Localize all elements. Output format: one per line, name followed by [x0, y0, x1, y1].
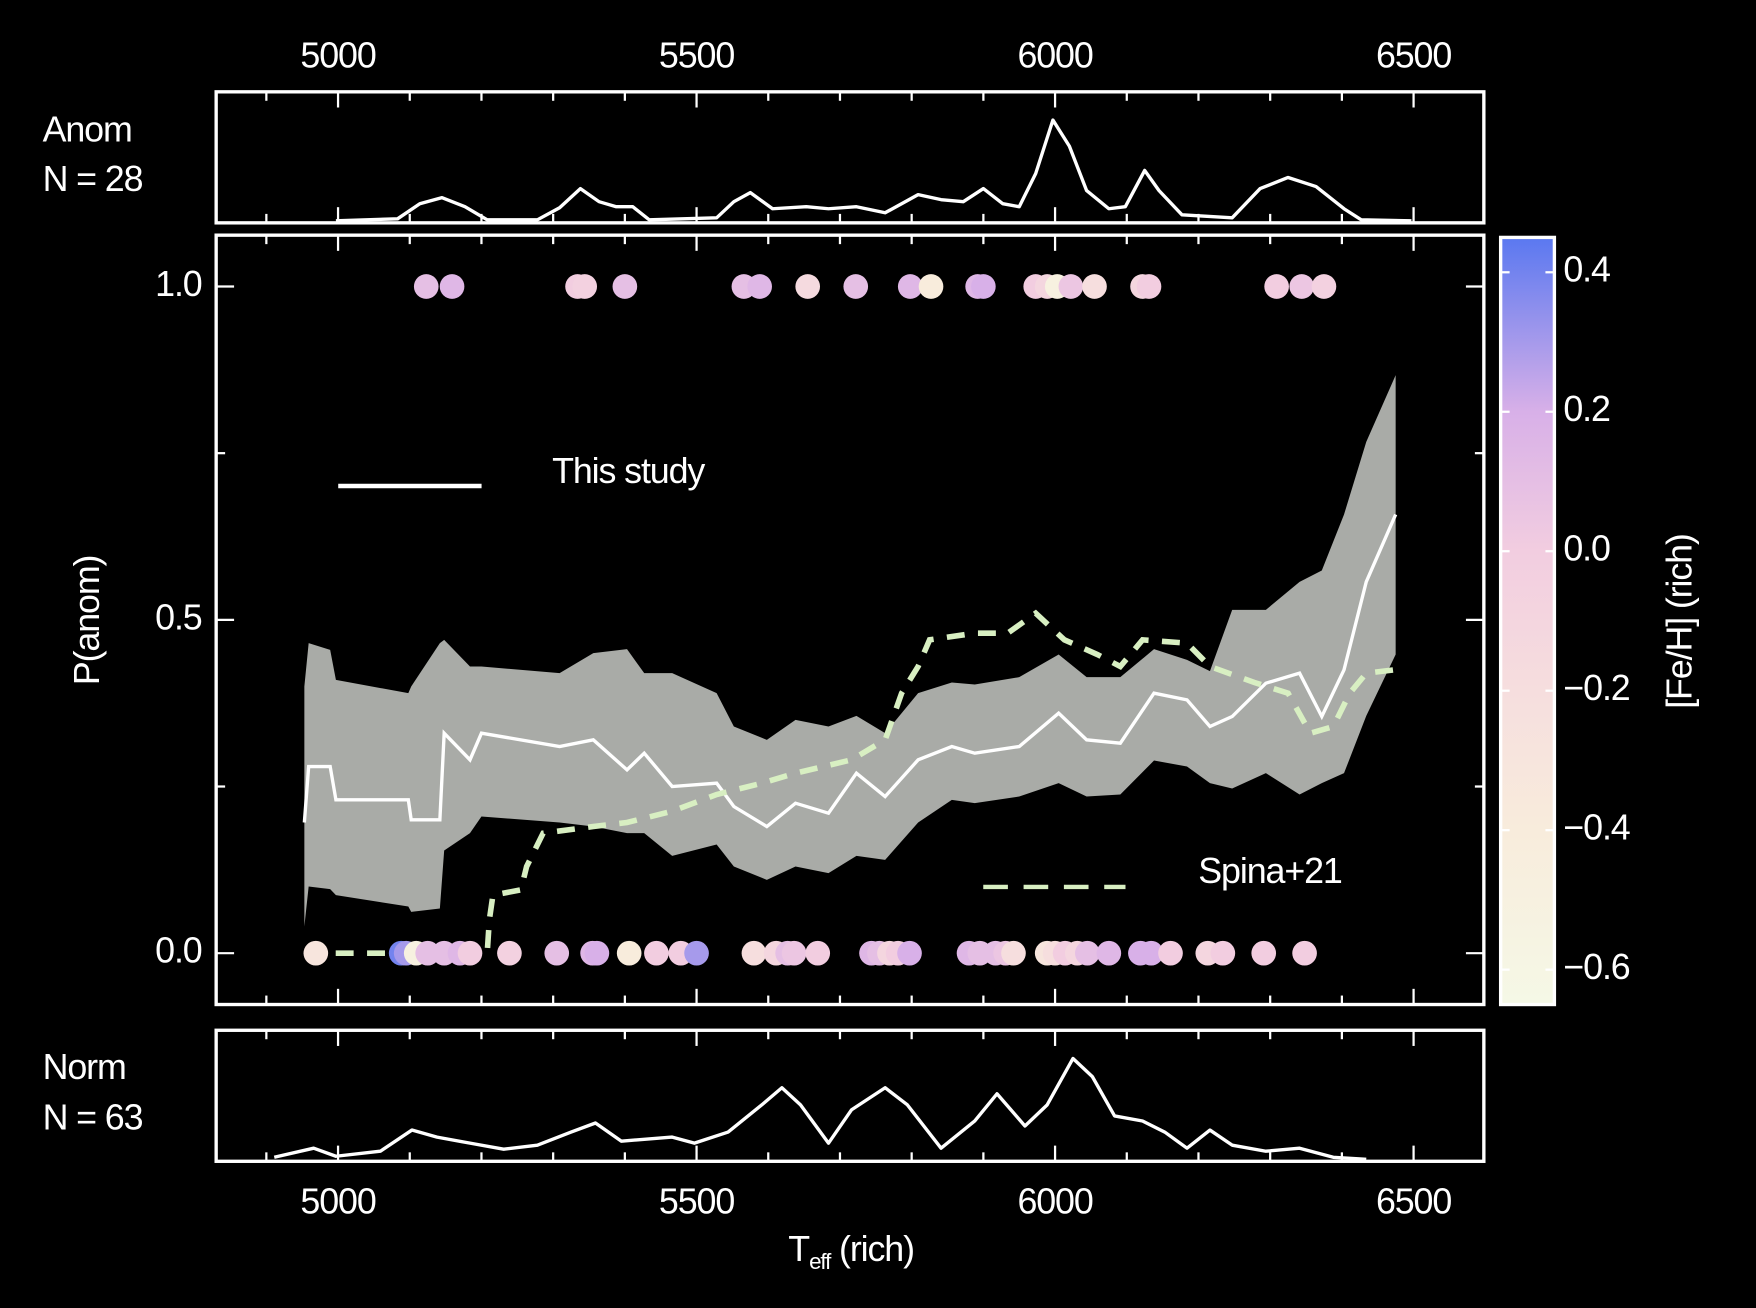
data-point	[572, 274, 598, 299]
data-point	[843, 274, 869, 299]
colorbar-tick-label: 0.2	[1563, 389, 1610, 429]
x-tick-label: 5500	[659, 36, 734, 76]
data-point	[1136, 274, 1162, 299]
colorbar-tick-label: −0.6	[1563, 947, 1629, 987]
data-point	[918, 274, 944, 299]
data-point	[1158, 940, 1183, 966]
series-line	[302, 513, 1398, 829]
colorbar	[1498, 235, 1557, 1007]
data-point	[1311, 274, 1337, 299]
colorbar-label: [Fe/H] (rich)	[1660, 534, 1700, 709]
data-point	[457, 940, 483, 966]
x-axis-label-sub: eff	[809, 1249, 832, 1274]
x-tick-label: 6500	[1376, 36, 1451, 76]
data-point	[544, 940, 570, 966]
data-point	[1058, 274, 1084, 299]
y-tick-label: 0.5	[155, 597, 202, 637]
x-tick-label: 6000	[1017, 1181, 1092, 1221]
uncertainty-band	[304, 375, 1396, 927]
data-point	[897, 940, 922, 966]
x-axis-label-main: T	[788, 1229, 810, 1269]
axes-frame	[214, 1028, 1486, 1163]
x-tick-label: 6500	[1376, 1181, 1451, 1221]
y-axis-label: P(anom)	[67, 556, 107, 686]
panel-label: N = 28	[43, 159, 143, 199]
data-point	[897, 274, 923, 299]
y-tick-label: 0.0	[155, 931, 202, 971]
data-point	[616, 940, 642, 966]
data-point	[413, 274, 439, 299]
x-tick-label: 5500	[659, 1181, 734, 1221]
data-point	[303, 940, 329, 966]
data-point	[1264, 274, 1289, 299]
data-point	[741, 940, 767, 966]
data-point	[805, 940, 831, 966]
data-point	[1251, 940, 1277, 966]
x-tick-label: 6000	[1017, 36, 1092, 76]
data-point	[584, 940, 610, 966]
data-point	[1082, 274, 1107, 299]
density-curve	[273, 1056, 1367, 1161]
data-point	[644, 940, 669, 966]
data-point	[497, 940, 522, 966]
panel-label: Anom	[43, 110, 132, 150]
data-point	[1001, 940, 1026, 966]
data-point	[781, 940, 807, 966]
panel-label: N = 63	[43, 1097, 143, 1137]
data-point	[439, 274, 465, 299]
data-point	[1289, 274, 1315, 299]
data-point	[971, 274, 996, 299]
y-tick-label: 1.0	[155, 264, 202, 304]
colorbar-tick-label: 0.4	[1563, 250, 1610, 290]
data-point	[1210, 940, 1236, 966]
data-point	[684, 940, 709, 966]
colorbar-tick-label: −0.4	[1563, 808, 1629, 848]
colorbar-tick-label: −0.2	[1563, 668, 1629, 708]
x-axis-label: Teff (rich)	[788, 1229, 914, 1274]
legend-label: Spina+21	[1198, 851, 1342, 891]
data-point	[795, 274, 821, 299]
x-axis-label-rest: (rich)	[830, 1229, 914, 1269]
data-point	[1292, 940, 1317, 966]
legend-label: This study	[552, 451, 705, 491]
colorbar-tick-label: 0.0	[1563, 529, 1610, 569]
density-curve	[335, 118, 1412, 223]
data-point	[1075, 940, 1100, 966]
data-point	[1138, 940, 1164, 966]
data-point	[1096, 940, 1122, 966]
panel-label: Norm	[43, 1047, 126, 1087]
data-point	[747, 274, 772, 299]
x-tick-label: 5000	[300, 36, 375, 76]
data-point	[612, 274, 638, 299]
axes-frame	[214, 90, 1486, 225]
x-tick-label: 5000	[300, 1181, 375, 1221]
